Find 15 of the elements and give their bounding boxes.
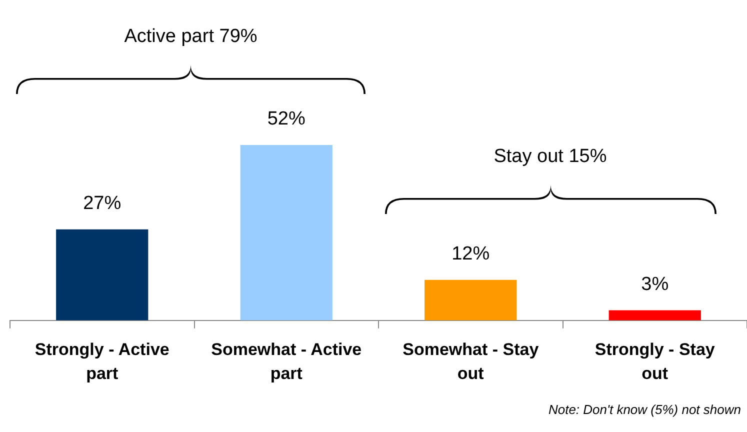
x-tick-label: Somewhat - Stay out: [402, 340, 540, 383]
data-label: 52%: [267, 108, 306, 130]
annotation: Stay out 15%: [494, 146, 607, 168]
x-tick-label: Strongly - Active part: [34, 340, 170, 383]
bar: [608, 310, 701, 320]
bar: [240, 144, 332, 320]
bar: [56, 229, 148, 320]
bar: [424, 280, 517, 320]
x-tick-label: Somewhat - Active part: [211, 340, 362, 383]
data-label: 12%: [452, 244, 490, 265]
text: Active part 79%: [124, 26, 258, 48]
x-tick-label: Strongly - Stay out: [594, 340, 716, 383]
data-label: 27%: [83, 193, 122, 214]
data-label: 3%: [641, 274, 669, 296]
text: Note: Don't know (5%) not shown: [548, 402, 741, 417]
